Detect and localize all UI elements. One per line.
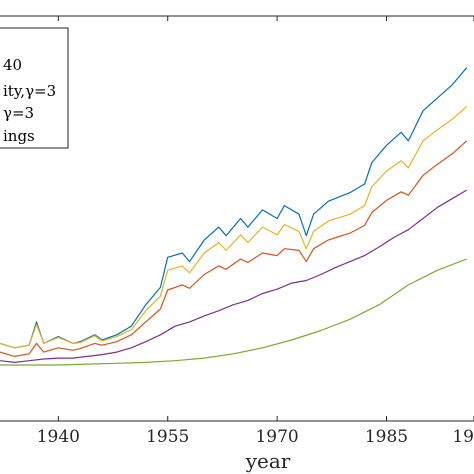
x-tick-label: 1940 [37, 427, 80, 447]
series-line-4 [0, 189, 468, 363]
x-tick-label: 19 [452, 427, 474, 447]
legend: 40 ity,γ=3 γ=3 ings [0, 27, 69, 149]
x-tick-label: 1955 [146, 427, 189, 447]
legend-label-2: ity,γ=3 [3, 82, 56, 100]
axes-group [0, 15, 474, 422]
x-tick-label: 1970 [255, 427, 298, 447]
legend-box [0, 27, 69, 149]
x-ticks: 1940 1955 1970 1985 19 [37, 16, 474, 447]
series-line-5 [0, 258, 467, 366]
series-group [0, 67, 468, 366]
x-tick-label: 1985 [365, 427, 408, 447]
series-line-2 [0, 106, 468, 349]
legend-label-3: γ=3 [3, 104, 34, 122]
legend-label-1: 40 [3, 56, 22, 74]
series-line-3 [0, 140, 468, 357]
legend-label-4: ings [3, 127, 35, 145]
x-axis-title: year [245, 449, 291, 473]
